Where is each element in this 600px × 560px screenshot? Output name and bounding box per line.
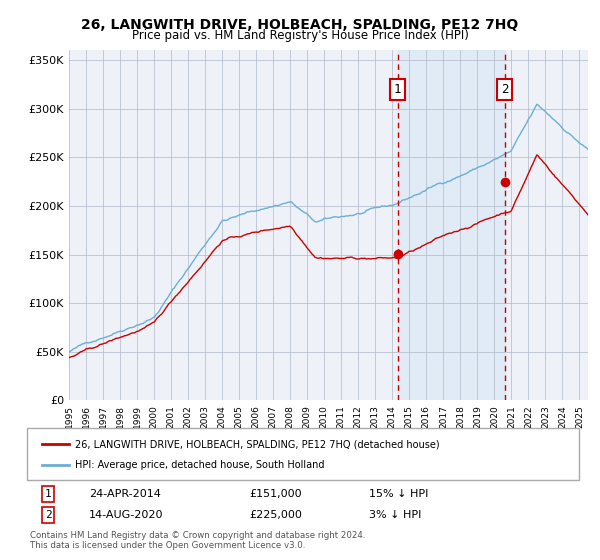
- Text: 2: 2: [501, 83, 509, 96]
- Text: 24-APR-2014: 24-APR-2014: [89, 489, 161, 499]
- Text: 14-AUG-2020: 14-AUG-2020: [89, 510, 163, 520]
- Text: 1: 1: [44, 489, 52, 499]
- Text: HPI: Average price, detached house, South Holland: HPI: Average price, detached house, Sout…: [75, 460, 325, 470]
- Text: Contains HM Land Registry data © Crown copyright and database right 2024.: Contains HM Land Registry data © Crown c…: [30, 531, 365, 540]
- Text: 3% ↓ HPI: 3% ↓ HPI: [369, 510, 421, 520]
- Text: 26, LANGWITH DRIVE, HOLBEACH, SPALDING, PE12 7HQ (detached house): 26, LANGWITH DRIVE, HOLBEACH, SPALDING, …: [75, 439, 440, 449]
- Text: 2: 2: [44, 510, 52, 520]
- Text: 1: 1: [394, 83, 401, 96]
- Text: 15% ↓ HPI: 15% ↓ HPI: [369, 489, 428, 499]
- Text: This data is licensed under the Open Government Licence v3.0.: This data is licensed under the Open Gov…: [30, 542, 305, 550]
- Text: £225,000: £225,000: [249, 510, 302, 520]
- Text: 26, LANGWITH DRIVE, HOLBEACH, SPALDING, PE12 7HQ: 26, LANGWITH DRIVE, HOLBEACH, SPALDING, …: [82, 18, 518, 32]
- Text: Price paid vs. HM Land Registry's House Price Index (HPI): Price paid vs. HM Land Registry's House …: [131, 29, 469, 42]
- Bar: [398, 50, 505, 400]
- Text: £151,000: £151,000: [249, 489, 302, 499]
